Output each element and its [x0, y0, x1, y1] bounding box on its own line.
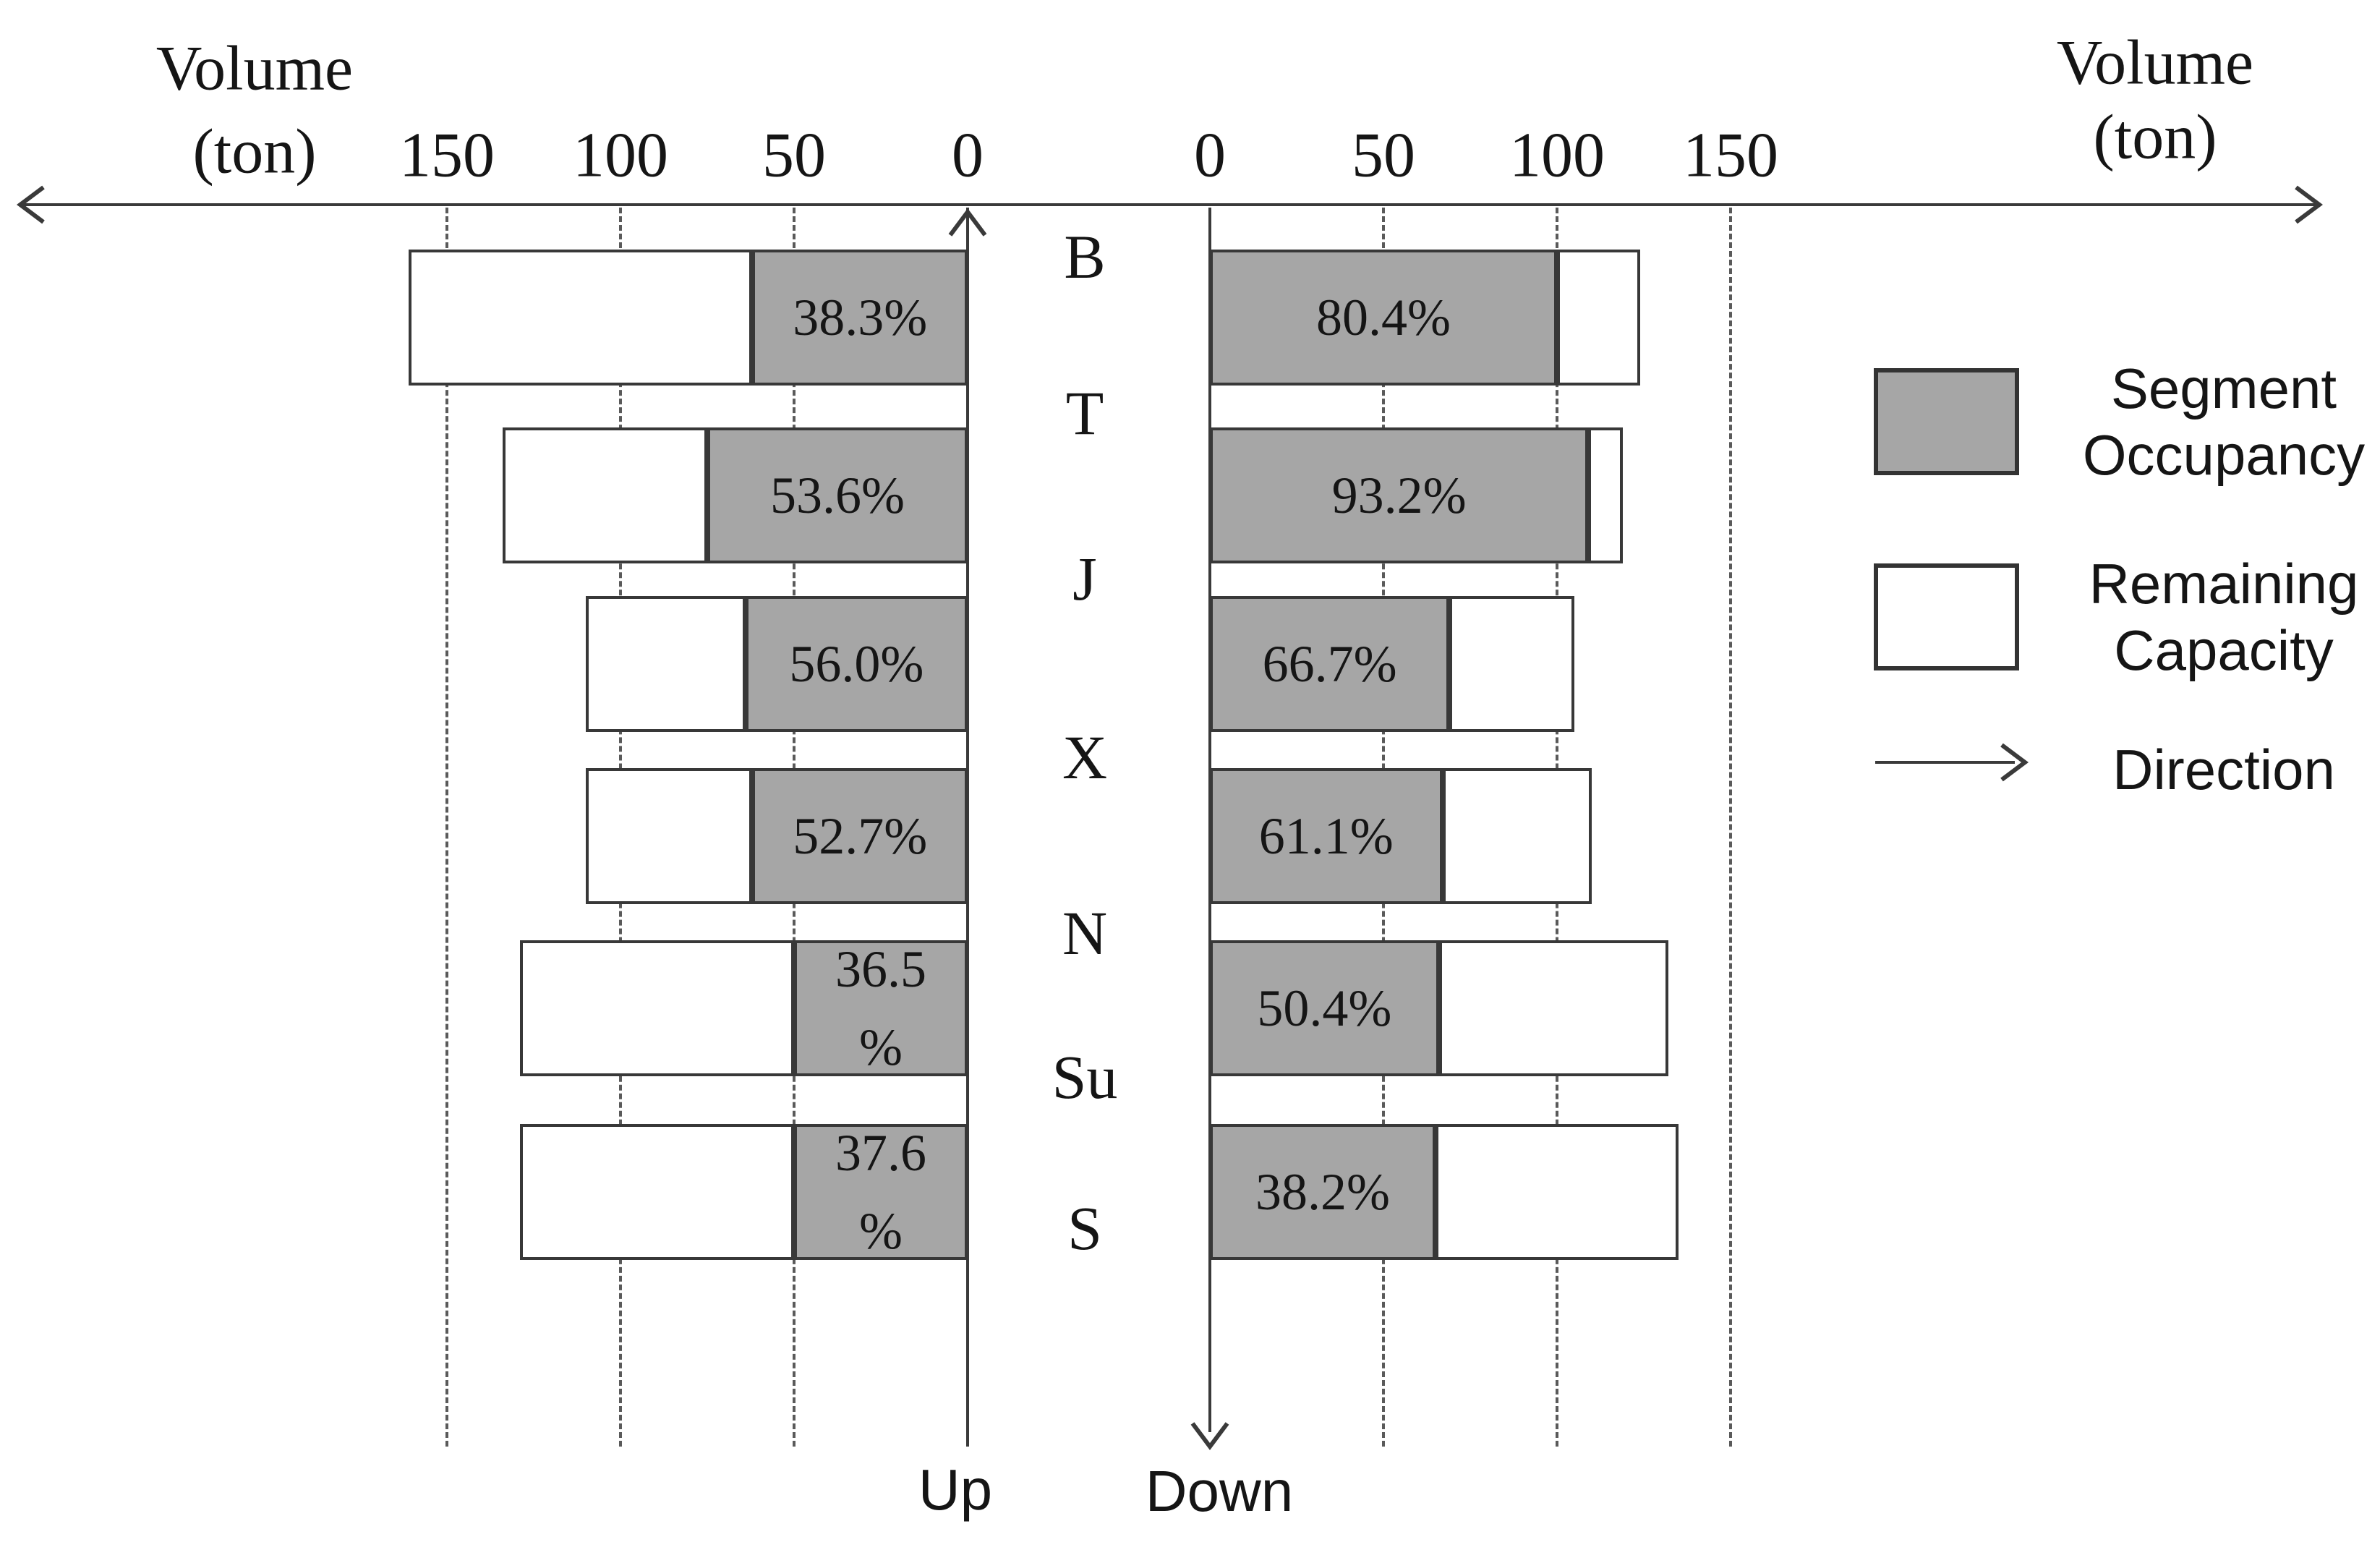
- axis-title-right-line2: (ton): [2093, 102, 2217, 173]
- tick-label-down-0: 0: [1194, 120, 1226, 191]
- tick-label-up-100: 100: [573, 120, 668, 191]
- occupancy-label-up-row5: 36.5 %: [835, 940, 926, 1076]
- bar-up-remaining-row3: [586, 596, 746, 732]
- legend-label-2: Remaining Capacity: [2089, 552, 2359, 683]
- bar-down-occupied-row4: [1210, 768, 1443, 904]
- up-zero-axis: [966, 208, 969, 1447]
- bar-up-occupied-row5: [794, 940, 968, 1076]
- bar-up-remaining-row6: [519, 1124, 794, 1260]
- station-label-X: X: [1062, 723, 1108, 792]
- axis-left-arrowhead-icon: [6, 179, 58, 231]
- bar-down-occupied-row2: [1210, 427, 1589, 563]
- bar-down-remaining-row1: [1557, 250, 1641, 386]
- station-label-N: N: [1062, 898, 1108, 968]
- occupancy-label-down-row4: 61.1%: [1258, 807, 1394, 865]
- bar-down-remaining-row2: [1588, 427, 1624, 563]
- occupancy-label-up-row1: 38.3%: [793, 289, 928, 346]
- station-label-B: B: [1064, 222, 1106, 291]
- legend-direction-arrowhead-icon: [1987, 736, 2039, 788]
- bar-up-remaining-row5: [519, 940, 794, 1076]
- tick-label-down-50: 50: [1352, 120, 1415, 191]
- occupancy-label-down-row5: 50.4%: [1257, 979, 1392, 1037]
- occupancy-label-down-row6: 38.2%: [1255, 1163, 1390, 1221]
- bar-up-occupied-row6: [794, 1124, 968, 1260]
- bar-up-remaining-row2: [502, 427, 707, 563]
- up-axis-arrowhead-icon: [942, 197, 994, 250]
- occupancy-label-up-row3: 56.0%: [789, 635, 924, 693]
- bar-up-remaining-row4: [586, 768, 753, 904]
- occupancy-label-down-row1: 80.4%: [1316, 289, 1451, 346]
- station-label-J: J: [1072, 544, 1097, 613]
- bar-down-remaining-row6: [1436, 1124, 1679, 1260]
- station-label-T: T: [1065, 378, 1104, 448]
- bar-down-remaining-row3: [1449, 596, 1574, 732]
- gridline-up-150: [445, 208, 448, 1447]
- tick-label-down-100: 100: [1509, 120, 1605, 191]
- occupancy-label-down-row2: 93.2%: [1331, 467, 1467, 524]
- bar-down-occupied-row6: [1210, 1124, 1436, 1260]
- legend-direction-arrow-line: [1875, 761, 2015, 764]
- tick-label-up-150: 150: [399, 120, 495, 191]
- occupancy-label-up-row2: 53.6%: [770, 467, 905, 524]
- bar-up-occupied-row4: [752, 768, 968, 904]
- tick-label-up-0: 0: [952, 120, 984, 191]
- bar-up-occupied-row3: [745, 596, 968, 732]
- axis-right-arrowhead-icon: [2282, 179, 2334, 231]
- bar-up-occupied-row2: [707, 427, 968, 563]
- tick-label-down-150: 150: [1683, 120, 1778, 191]
- axis-title-left-line2: (ton): [192, 116, 317, 187]
- bar-up-remaining-row1: [409, 250, 753, 386]
- occupancy-label-up-row6: 37.6 %: [835, 1124, 926, 1260]
- legend-label-3: Direction: [2112, 738, 2335, 801]
- legend-remaining-swatch: [1874, 563, 2019, 670]
- bar-down-occupied-row5: [1210, 940, 1439, 1076]
- station-label-S: S: [1067, 1193, 1102, 1263]
- bar-down-occupied-row1: [1210, 250, 1557, 386]
- bar-down-occupied-row3: [1210, 596, 1450, 732]
- gridline-down-150: [1729, 208, 1732, 1447]
- bar-up-occupied-row1: [752, 250, 968, 386]
- down-axis-arrowhead-icon: [1184, 1409, 1236, 1461]
- axis-title-right-line1: Volume: [2056, 27, 2254, 98]
- occupancy-label-up-row4: 52.7%: [793, 807, 928, 865]
- legend-label-1: Segment Occupancy: [2082, 357, 2366, 487]
- legend-occupied-swatch: [1874, 368, 2019, 475]
- occupancy-label-down-row3: 66.7%: [1262, 635, 1397, 693]
- up-direction-label: Up: [918, 1457, 993, 1522]
- station-label-Su: Su: [1052, 1042, 1118, 1112]
- tick-label-up-50: 50: [762, 120, 826, 191]
- bar-down-remaining-row4: [1442, 768, 1592, 904]
- down-direction-label: Down: [1145, 1459, 1294, 1523]
- volume-axis-line: [20, 203, 2319, 206]
- bar-down-remaining-row5: [1438, 940, 1668, 1076]
- axis-title-left-line1: Volume: [155, 33, 354, 104]
